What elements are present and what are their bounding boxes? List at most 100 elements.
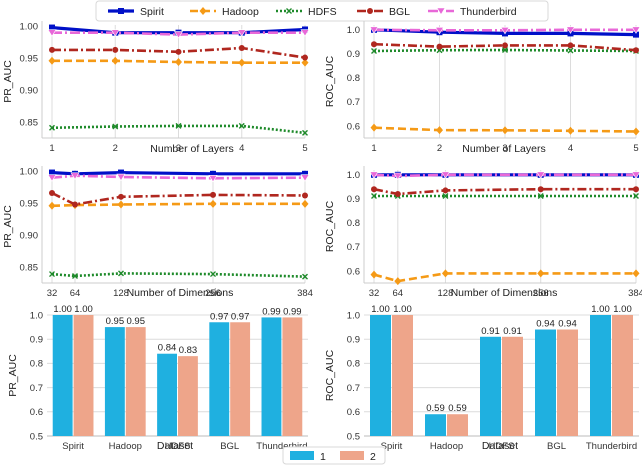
y-axis-label: ROC_AUC (324, 200, 336, 252)
bar-spirit-series-1 (52, 315, 73, 436)
data-point-spirit (49, 169, 55, 176)
data-point-thunderbird (536, 171, 546, 179)
y-tick-label: 0.9 (347, 194, 360, 205)
data-label: 0.83 (179, 345, 198, 356)
x-tick-label: Spirit (62, 441, 84, 452)
data-point-hdfs (502, 47, 508, 53)
series-thunderbird (369, 171, 641, 181)
data-point-bgl (633, 47, 639, 54)
x-tick-label: 128 (438, 288, 454, 299)
x-tick-label: Hadoop (109, 441, 142, 452)
legend-item-series-1: 1 (290, 451, 326, 463)
legend-marker-hdfs (286, 8, 292, 14)
data-label: 0.91 (503, 326, 522, 337)
panel-layers-pr: 0.85 0.90 0.95 1.00 PR_AUC Number of Layers 1 2… (2, 21, 310, 155)
data-point-hadoop (370, 123, 378, 132)
legend-label-thunderbird: Thunderbird (460, 6, 517, 18)
series-hadoop (370, 269, 640, 286)
y-tick-label: 0.6 (30, 407, 43, 418)
x-tick-label: BGL (220, 441, 239, 452)
legend-label-series-2: 2 (370, 451, 376, 463)
data-point-hdfs (118, 270, 124, 277)
data-point-spirit (49, 24, 55, 31)
data-point-hdfs (442, 192, 449, 199)
y-tick-label: 0.7 (30, 383, 43, 394)
y-tick-label: 0.90 (20, 230, 39, 241)
series-line-hadoop (51, 202, 305, 208)
data-point-thunderbird (393, 172, 403, 181)
legend-marker-spirit (118, 8, 124, 14)
bar-thunderbird-series-1 (261, 317, 282, 436)
bar-bgl-series-2 (557, 329, 578, 436)
y-tick-label: 1.00 (20, 167, 39, 178)
x-axis-label: Number of Layers (462, 143, 545, 155)
data-point-bgl (302, 192, 308, 199)
data-point-thunderbird (631, 26, 641, 34)
legend-item-series-2: 2 (340, 451, 376, 463)
data-point-thunderbird (631, 171, 641, 179)
data-label: 0.94 (558, 319, 577, 330)
bar-hdfs-series-1 (480, 336, 501, 436)
y-tick-label: 0.8 (347, 359, 360, 370)
data-point-bgl (210, 191, 216, 198)
x-axis-label: Dataset (482, 440, 518, 452)
series-thunderbird (369, 26, 641, 35)
legend-label-bgl: BGL (389, 6, 410, 18)
legend-label-hdfs: HDFS (308, 6, 337, 18)
bar-hdfs-series-2 (502, 336, 523, 436)
y-tick-label: 0.8 (30, 359, 43, 370)
data-point-bgl (567, 42, 574, 49)
series-thunderbird (47, 172, 310, 183)
legend-marker-thunderbird (436, 7, 446, 16)
top-legend: Spirit Hadoop HDFS BGL Thunderbird (95, 0, 549, 22)
y-tick-label: 1.0 (30, 310, 43, 321)
data-point-bgl (238, 44, 245, 51)
bar-hdfs-series-2 (178, 356, 198, 436)
series-line-bgl (373, 187, 636, 196)
series-bgl (49, 189, 308, 208)
data-point-hdfs (238, 122, 245, 129)
panel-bars-pr: 0.5 0.6 0.7 0.8 0.9 1.0 PR_AUC Dataset Spirit 1.0… (7, 304, 308, 452)
data-point-bgl (394, 191, 401, 198)
data-point-bgl (502, 42, 508, 49)
data-label: 0.59 (448, 403, 467, 414)
data-point-thunderbird (300, 174, 310, 182)
bar-thunderbird-series-1 (590, 315, 611, 436)
bar-hadoop-series-2 (125, 327, 146, 436)
data-point-spirit (118, 169, 124, 176)
x-tick-label: 2 (437, 143, 442, 154)
series-line-hadoop (373, 272, 636, 283)
data-point-hdfs (371, 192, 377, 199)
data-label: 1.00 (53, 304, 72, 315)
data-point-hdfs (175, 122, 182, 129)
data-label: 0.97 (231, 311, 250, 322)
data-point-bgl (49, 46, 55, 53)
data-label: 1.00 (591, 304, 610, 315)
data-label: 0.95 (106, 316, 125, 327)
data-point-hadoop (209, 199, 217, 208)
data-point-thunderbird (440, 171, 450, 179)
series-hdfs (49, 270, 308, 280)
y-tick-label: 0.5 (347, 431, 360, 442)
legend-label-series-1: 1 (320, 451, 326, 463)
series-bgl (371, 186, 639, 198)
data-point-thunderbird (47, 174, 57, 182)
y-axis-label: ROC_AUC (324, 55, 336, 107)
x-tick-label: 256 (205, 288, 221, 299)
series-hadoop (370, 123, 640, 136)
y-tick-label: 0.9 (347, 49, 360, 60)
bar-hadoop-series-1 (104, 327, 125, 436)
bar-spirit-series-2 (73, 315, 94, 436)
data-point-thunderbird (208, 174, 218, 183)
legend-label-hadoop: Hadoop (222, 6, 259, 18)
data-point-hadoop (301, 199, 309, 208)
series-line-hdfs (51, 272, 306, 278)
data-point-hadoop (175, 58, 182, 67)
data-point-hadoop (567, 126, 574, 135)
data-point-thunderbird (369, 26, 379, 34)
y-axis-label: PR_AUC (2, 205, 14, 248)
y-tick-label: 0.95 (20, 53, 39, 64)
series-thunderbird (47, 29, 310, 39)
data-label: 1.00 (613, 304, 632, 315)
